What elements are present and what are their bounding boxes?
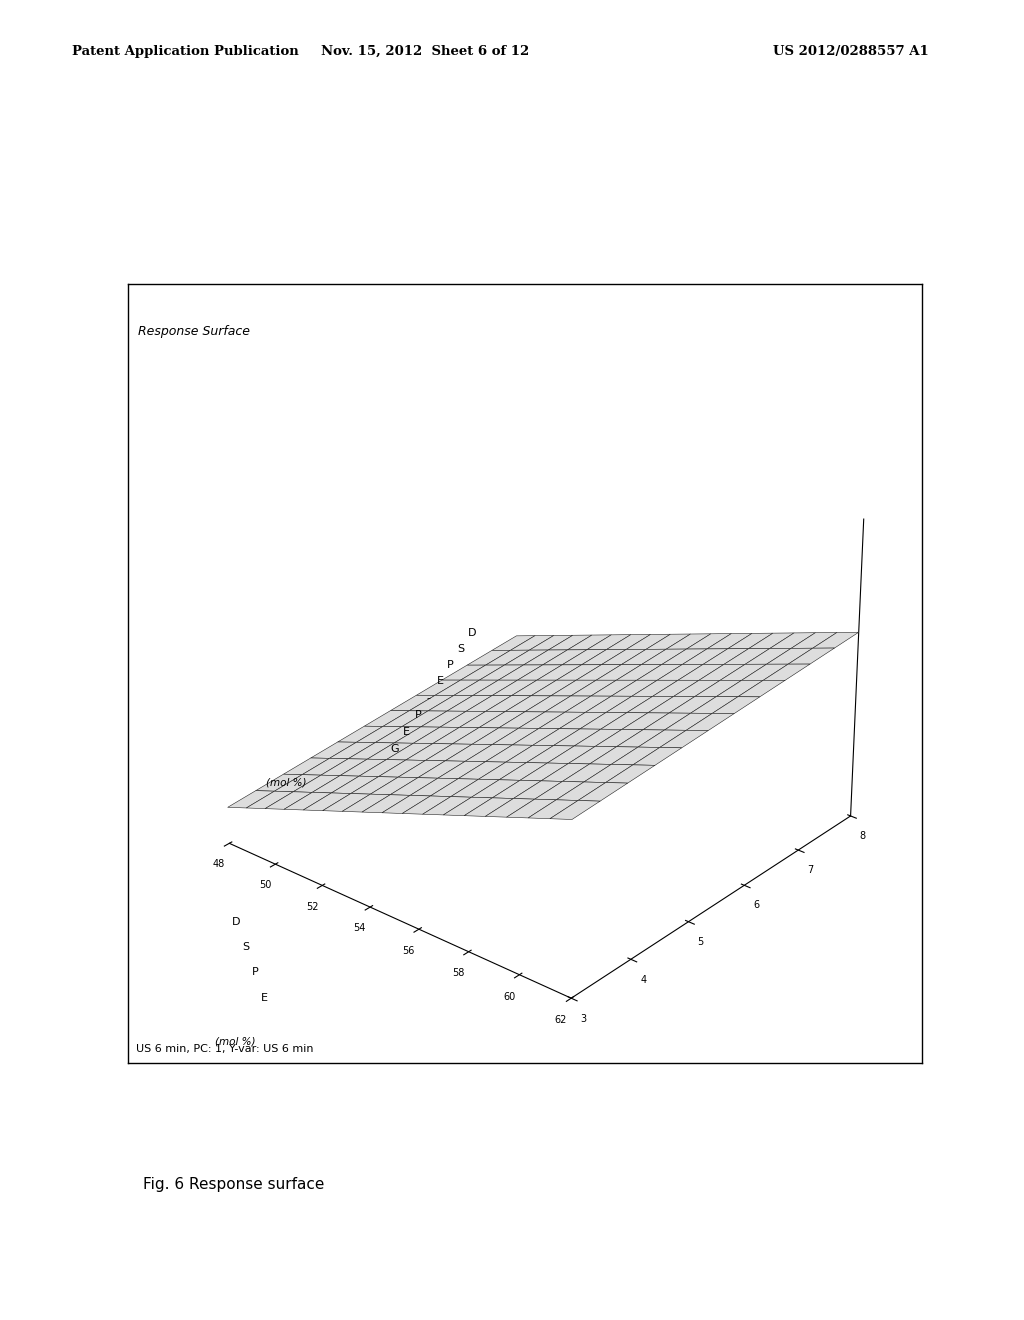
Text: Fig. 6 Response surface: Fig. 6 Response surface bbox=[143, 1177, 325, 1192]
Text: 56.479: 56.479 bbox=[680, 296, 723, 305]
Text: Response Surface: Response Surface bbox=[137, 325, 250, 338]
Text: US 2012/0288557 A1: US 2012/0288557 A1 bbox=[773, 45, 929, 58]
Text: US 6 min, PC: 1, Y-var: US 6 min: US 6 min, PC: 1, Y-var: US 6 min bbox=[136, 1044, 313, 1053]
Text: 63.096: 63.096 bbox=[814, 296, 857, 305]
Text: 30.012: 30.012 bbox=[136, 296, 178, 305]
Text: 36.629: 36.629 bbox=[270, 296, 314, 305]
Text: Nov. 15, 2012  Sheet 6 of 12: Nov. 15, 2012 Sheet 6 of 12 bbox=[321, 45, 529, 58]
Text: 43.246: 43.246 bbox=[410, 296, 453, 305]
Text: 49.862: 49.862 bbox=[545, 296, 588, 305]
Text: Patent Application Publication: Patent Application Publication bbox=[72, 45, 298, 58]
